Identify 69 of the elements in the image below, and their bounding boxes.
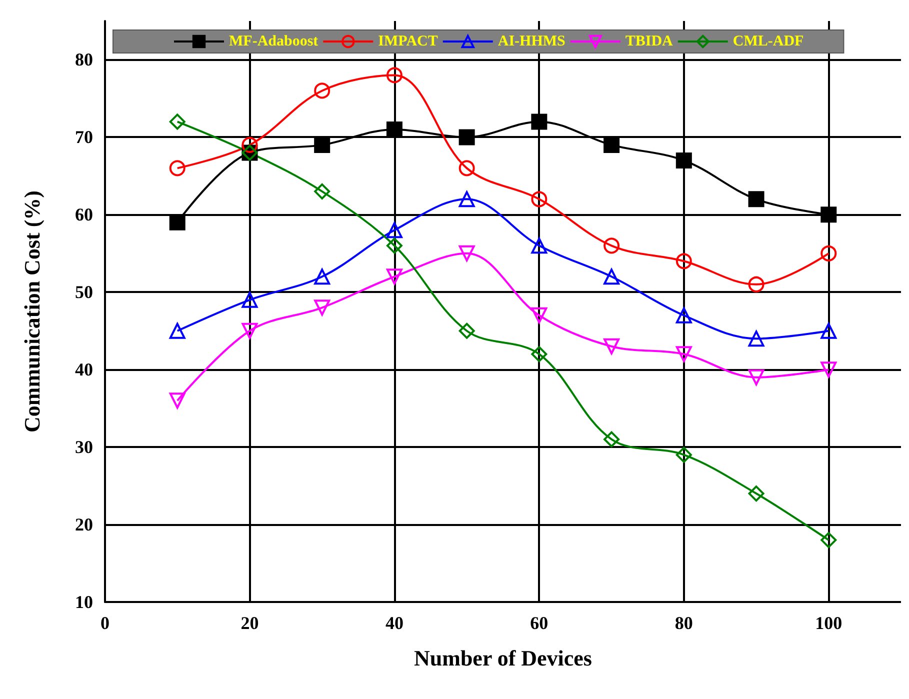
point bbox=[386, 268, 402, 285]
point bbox=[748, 276, 764, 292]
point bbox=[169, 160, 186, 176]
point bbox=[242, 136, 258, 153]
point bbox=[386, 67, 402, 84]
point bbox=[748, 486, 764, 502]
x-tick-label: 20 bbox=[240, 613, 259, 633]
point bbox=[458, 160, 475, 176]
point bbox=[458, 129, 475, 146]
point bbox=[820, 322, 837, 339]
point bbox=[314, 136, 330, 153]
point bbox=[676, 346, 692, 362]
point bbox=[676, 152, 692, 168]
legend-label: MF-Adaboost bbox=[229, 34, 318, 50]
point bbox=[169, 114, 186, 130]
point bbox=[531, 191, 548, 208]
point bbox=[169, 392, 186, 409]
legend-label: CML-ADF bbox=[732, 34, 804, 50]
point bbox=[314, 300, 330, 316]
legend-label: IMPACT bbox=[378, 34, 438, 50]
y-tick-label: 30 bbox=[75, 437, 93, 458]
legend-label: AI-HHMS bbox=[498, 34, 566, 50]
point bbox=[604, 238, 620, 254]
y-tick-label: 70 bbox=[75, 127, 93, 148]
point bbox=[748, 330, 764, 347]
point bbox=[242, 292, 258, 308]
x-tick-label: 80 bbox=[674, 613, 693, 633]
point bbox=[531, 114, 548, 130]
point bbox=[604, 136, 620, 153]
point bbox=[748, 191, 764, 208]
y-tick-label: 20 bbox=[75, 514, 93, 535]
point bbox=[531, 238, 548, 254]
point bbox=[531, 346, 548, 362]
y-tick-label: 40 bbox=[75, 360, 93, 380]
point bbox=[604, 268, 620, 285]
legend-label: TBIDA bbox=[625, 34, 674, 50]
point bbox=[169, 214, 186, 230]
point bbox=[242, 322, 258, 339]
point bbox=[676, 307, 692, 324]
point bbox=[604, 431, 620, 448]
point bbox=[386, 238, 402, 254]
point bbox=[314, 82, 330, 99]
point bbox=[169, 322, 186, 339]
y-tick-label: 50 bbox=[75, 282, 93, 302]
x-tick-label: 0 bbox=[100, 613, 110, 633]
point bbox=[386, 222, 402, 238]
point bbox=[820, 532, 837, 548]
y-axis-title: Communication Cost (%) bbox=[20, 190, 44, 432]
point bbox=[458, 322, 475, 339]
point bbox=[820, 362, 837, 378]
point bbox=[458, 245, 475, 262]
x-tick-label: 60 bbox=[530, 613, 548, 633]
point bbox=[314, 183, 330, 200]
point bbox=[748, 369, 764, 386]
point bbox=[386, 121, 402, 138]
x-tick-label: 40 bbox=[385, 613, 404, 633]
point bbox=[604, 338, 620, 354]
point bbox=[676, 446, 692, 463]
x-tick-label: 100 bbox=[815, 613, 842, 633]
y-tick-label: 60 bbox=[75, 204, 93, 225]
point bbox=[820, 245, 837, 262]
point bbox=[676, 253, 692, 270]
point bbox=[531, 307, 548, 324]
point bbox=[314, 268, 330, 285]
point bbox=[820, 206, 837, 223]
y-tick-label: 80 bbox=[75, 50, 93, 70]
point bbox=[458, 191, 475, 208]
y-tick-label: 10 bbox=[75, 592, 93, 612]
x-axis-title: Number of Devices bbox=[414, 646, 592, 670]
